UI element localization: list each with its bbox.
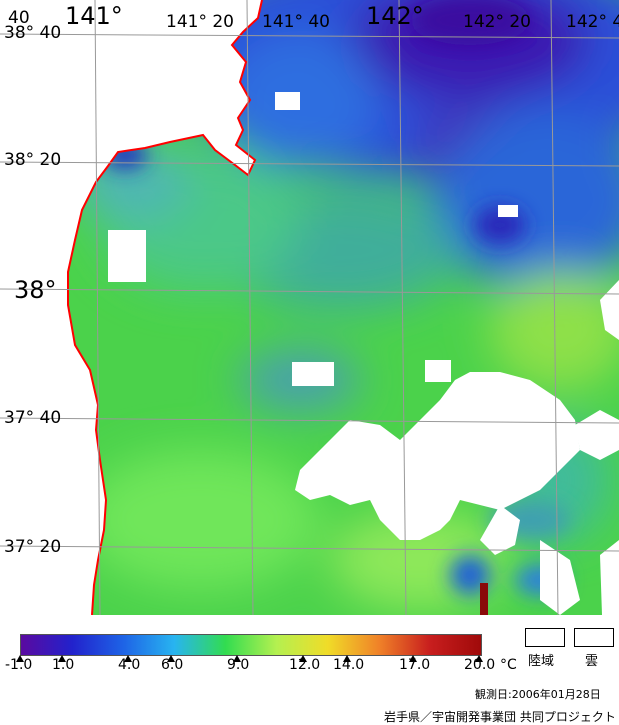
graticule [0,0,619,615]
lon-label-141-40: 141° 40 [262,12,330,32]
legend [0,615,619,725]
tick-mark [475,655,483,662]
lon-label-141: 141° [65,2,123,30]
coastline [67,0,263,615]
tick-mark [409,655,417,662]
tick-label: 1.0 [52,657,75,673]
lat-label-37-20: 37° 20 [4,537,62,557]
lat-label-37-40: 37° 40 [4,408,62,428]
color-scale-bar [20,634,482,656]
sea-surface-temperature-map: 38° 40 38° 20 38° 37° 40 37° 20 40 141° … [0,0,619,615]
temperature-field [70,0,619,610]
lon-label-142: 142° [366,2,424,30]
lat-label-38-20: 38° 20 [4,150,62,170]
lon-label-40: 40 [8,8,30,28]
tick-mark [58,655,66,662]
land-legend-label: 陸域 [528,654,555,669]
tick-mark [233,655,241,662]
tick-mark [167,655,175,662]
tick-label: 20.0 [464,657,496,673]
warm-spot [480,583,488,615]
land-swatch [525,628,565,647]
tick-label: 17.0 [399,657,431,673]
tick-mark [343,655,351,662]
lon-label-141-20: 141° 20 [166,12,234,32]
unit-label: °C [500,657,517,673]
lat-label-38-40: 38° 40 [4,23,62,43]
land-area [0,0,262,615]
tick-mark [299,655,307,662]
lon-label-142-40: 142° 4 [566,12,619,32]
tick-label: 4.0 [118,657,141,673]
map-canvas [0,0,619,615]
tick-mark [124,655,132,662]
lon-label-142-20: 142° 20 [463,12,531,32]
cloud-swatch [574,628,614,647]
observation-date: 観測日:2006年01月28日 [475,688,601,701]
cloud-legend-label: 雲 [585,654,599,669]
tick-label: 9.0 [227,657,250,673]
lat-label-38: 38° [14,276,57,304]
organization-credit: 岩手県／宇宙開発事業団 共同プロジェクト [384,710,616,724]
tick-label: -1.0 [5,657,33,673]
tick-mark [16,655,24,662]
tick-label: 12.0 [289,657,321,673]
cloud-areas [108,92,619,615]
tick-label: 6.0 [161,657,184,673]
tick-label: 14.0 [333,657,365,673]
